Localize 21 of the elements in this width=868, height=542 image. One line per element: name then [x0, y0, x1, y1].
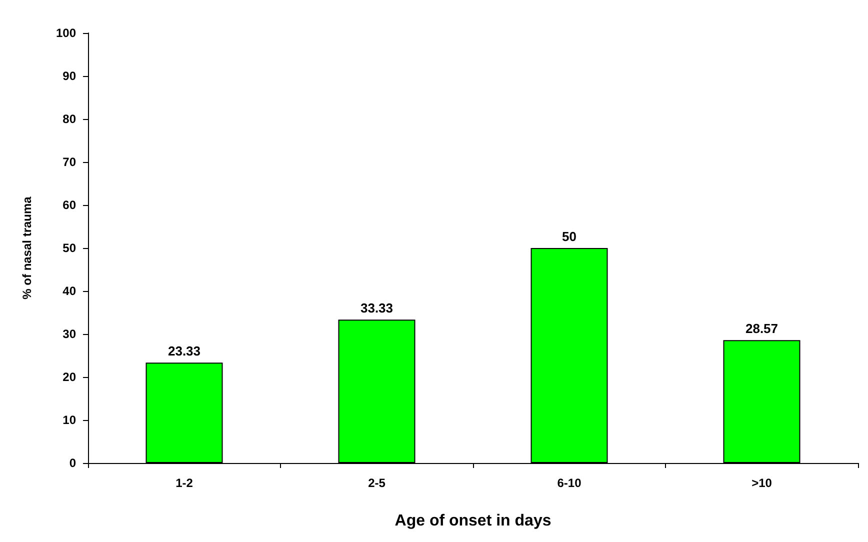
y-tick-label: 30: [62, 327, 76, 341]
y-tick-label: 90: [62, 69, 76, 83]
data-label: 23.33: [168, 344, 201, 359]
y-tick-label: 50: [62, 241, 76, 255]
x-tick-label: 1-2: [176, 476, 194, 490]
x-tick-label: >10: [752, 476, 772, 490]
y-tick-label: 10: [62, 413, 76, 427]
data-label: 28.57: [745, 321, 778, 336]
x-axis-title: Age of onset in days: [394, 512, 552, 530]
x-tick-label: 6-10: [557, 476, 582, 490]
y-axis-title: % of nasal trauma: [20, 196, 34, 300]
y-tick-label: 40: [62, 284, 76, 298]
y-tick-label: 20: [62, 370, 76, 384]
y-tick-label: 100: [56, 26, 76, 40]
data-label: 33.33: [360, 300, 394, 316]
data-label: 50: [562, 229, 576, 244]
y-tick-label: 70: [62, 155, 76, 169]
y-tick-label: 80: [62, 112, 76, 126]
y-tick-label: 0: [69, 456, 76, 470]
x-tick-label: 2-5: [368, 476, 386, 490]
y-tick-label: 60: [62, 198, 76, 212]
